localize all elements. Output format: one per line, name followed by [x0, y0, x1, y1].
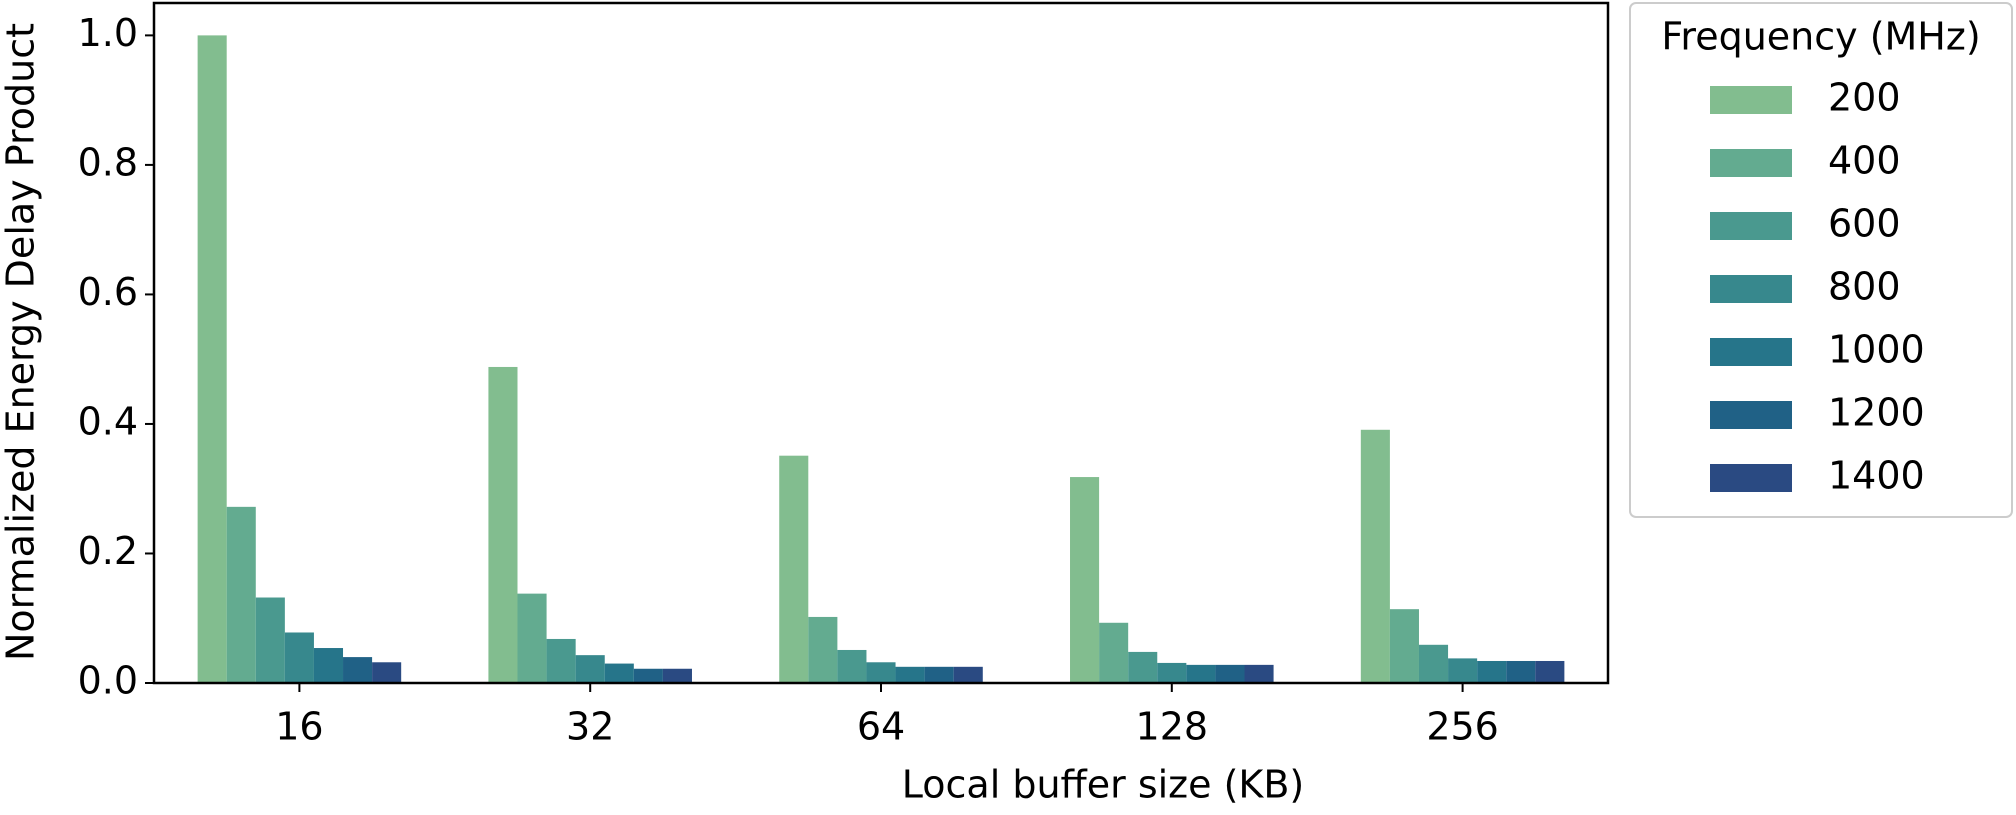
legend-label: 400	[1828, 139, 1901, 183]
legend-swatch	[1710, 401, 1792, 429]
bar	[546, 638, 576, 683]
legend-swatch	[1710, 149, 1792, 177]
legend-label: 1000	[1828, 328, 1925, 372]
bar	[1186, 664, 1216, 683]
bar	[1418, 644, 1449, 683]
x-axis-label: Local buffer size (KB)	[902, 763, 1304, 807]
x-tick-label: 64	[857, 705, 905, 749]
bar	[197, 35, 227, 683]
legend-label: 1400	[1828, 454, 1925, 498]
legend-box	[1629, 2, 2013, 518]
legend-label: 600	[1828, 202, 1901, 246]
bar	[1506, 660, 1536, 683]
bar	[517, 593, 547, 683]
bar	[575, 655, 605, 683]
x-tick-label: 128	[1136, 705, 1209, 749]
legend-swatch	[1710, 86, 1792, 114]
bar	[1448, 658, 1478, 683]
bar	[779, 455, 809, 683]
bar	[1070, 477, 1100, 683]
y-tick-label: 0.6	[78, 270, 138, 314]
bar	[255, 597, 285, 683]
bar	[895, 666, 925, 683]
bar	[1360, 429, 1390, 683]
legend-swatch	[1710, 275, 1792, 303]
y-tick-label: 0.4	[78, 399, 138, 443]
bar	[1157, 662, 1187, 683]
bar	[633, 668, 663, 683]
y-axis-label: Normalized Energy Delay Product	[0, 23, 43, 661]
bar	[1128, 651, 1158, 683]
legend-label: 1200	[1828, 391, 1925, 435]
x-tick-label: 32	[566, 705, 614, 749]
legend-swatch	[1710, 212, 1792, 240]
bar	[1389, 609, 1419, 683]
legend-label: 800	[1828, 265, 1901, 309]
bar	[1477, 660, 1507, 683]
x-tick-label: 16	[275, 705, 323, 749]
legend-swatch	[1710, 338, 1792, 366]
bar	[226, 506, 256, 683]
bar	[1215, 664, 1245, 683]
bar	[808, 616, 838, 683]
y-tick-label: 0.2	[78, 529, 138, 573]
bar	[662, 668, 692, 683]
y-tick-label: 0.0	[78, 659, 138, 703]
bar	[924, 666, 954, 683]
bar	[837, 649, 867, 683]
y-tick-label: 0.8	[78, 140, 138, 184]
bar	[488, 366, 518, 683]
bar	[1099, 622, 1129, 683]
bar	[372, 662, 402, 683]
bar	[343, 657, 373, 683]
bar	[313, 648, 344, 683]
legend-swatch	[1710, 464, 1792, 492]
bar	[1244, 664, 1274, 683]
bar	[284, 632, 314, 683]
bar	[953, 666, 983, 683]
legend-label: 200	[1828, 76, 1901, 120]
bar	[1535, 660, 1565, 683]
bar	[604, 663, 634, 683]
y-tick-label: 1.0	[78, 11, 138, 55]
legend-title: Frequency (MHz)	[1661, 15, 1980, 59]
x-tick-label: 256	[1426, 705, 1499, 749]
plot-frame	[152, 1, 1610, 685]
bar	[866, 662, 896, 683]
